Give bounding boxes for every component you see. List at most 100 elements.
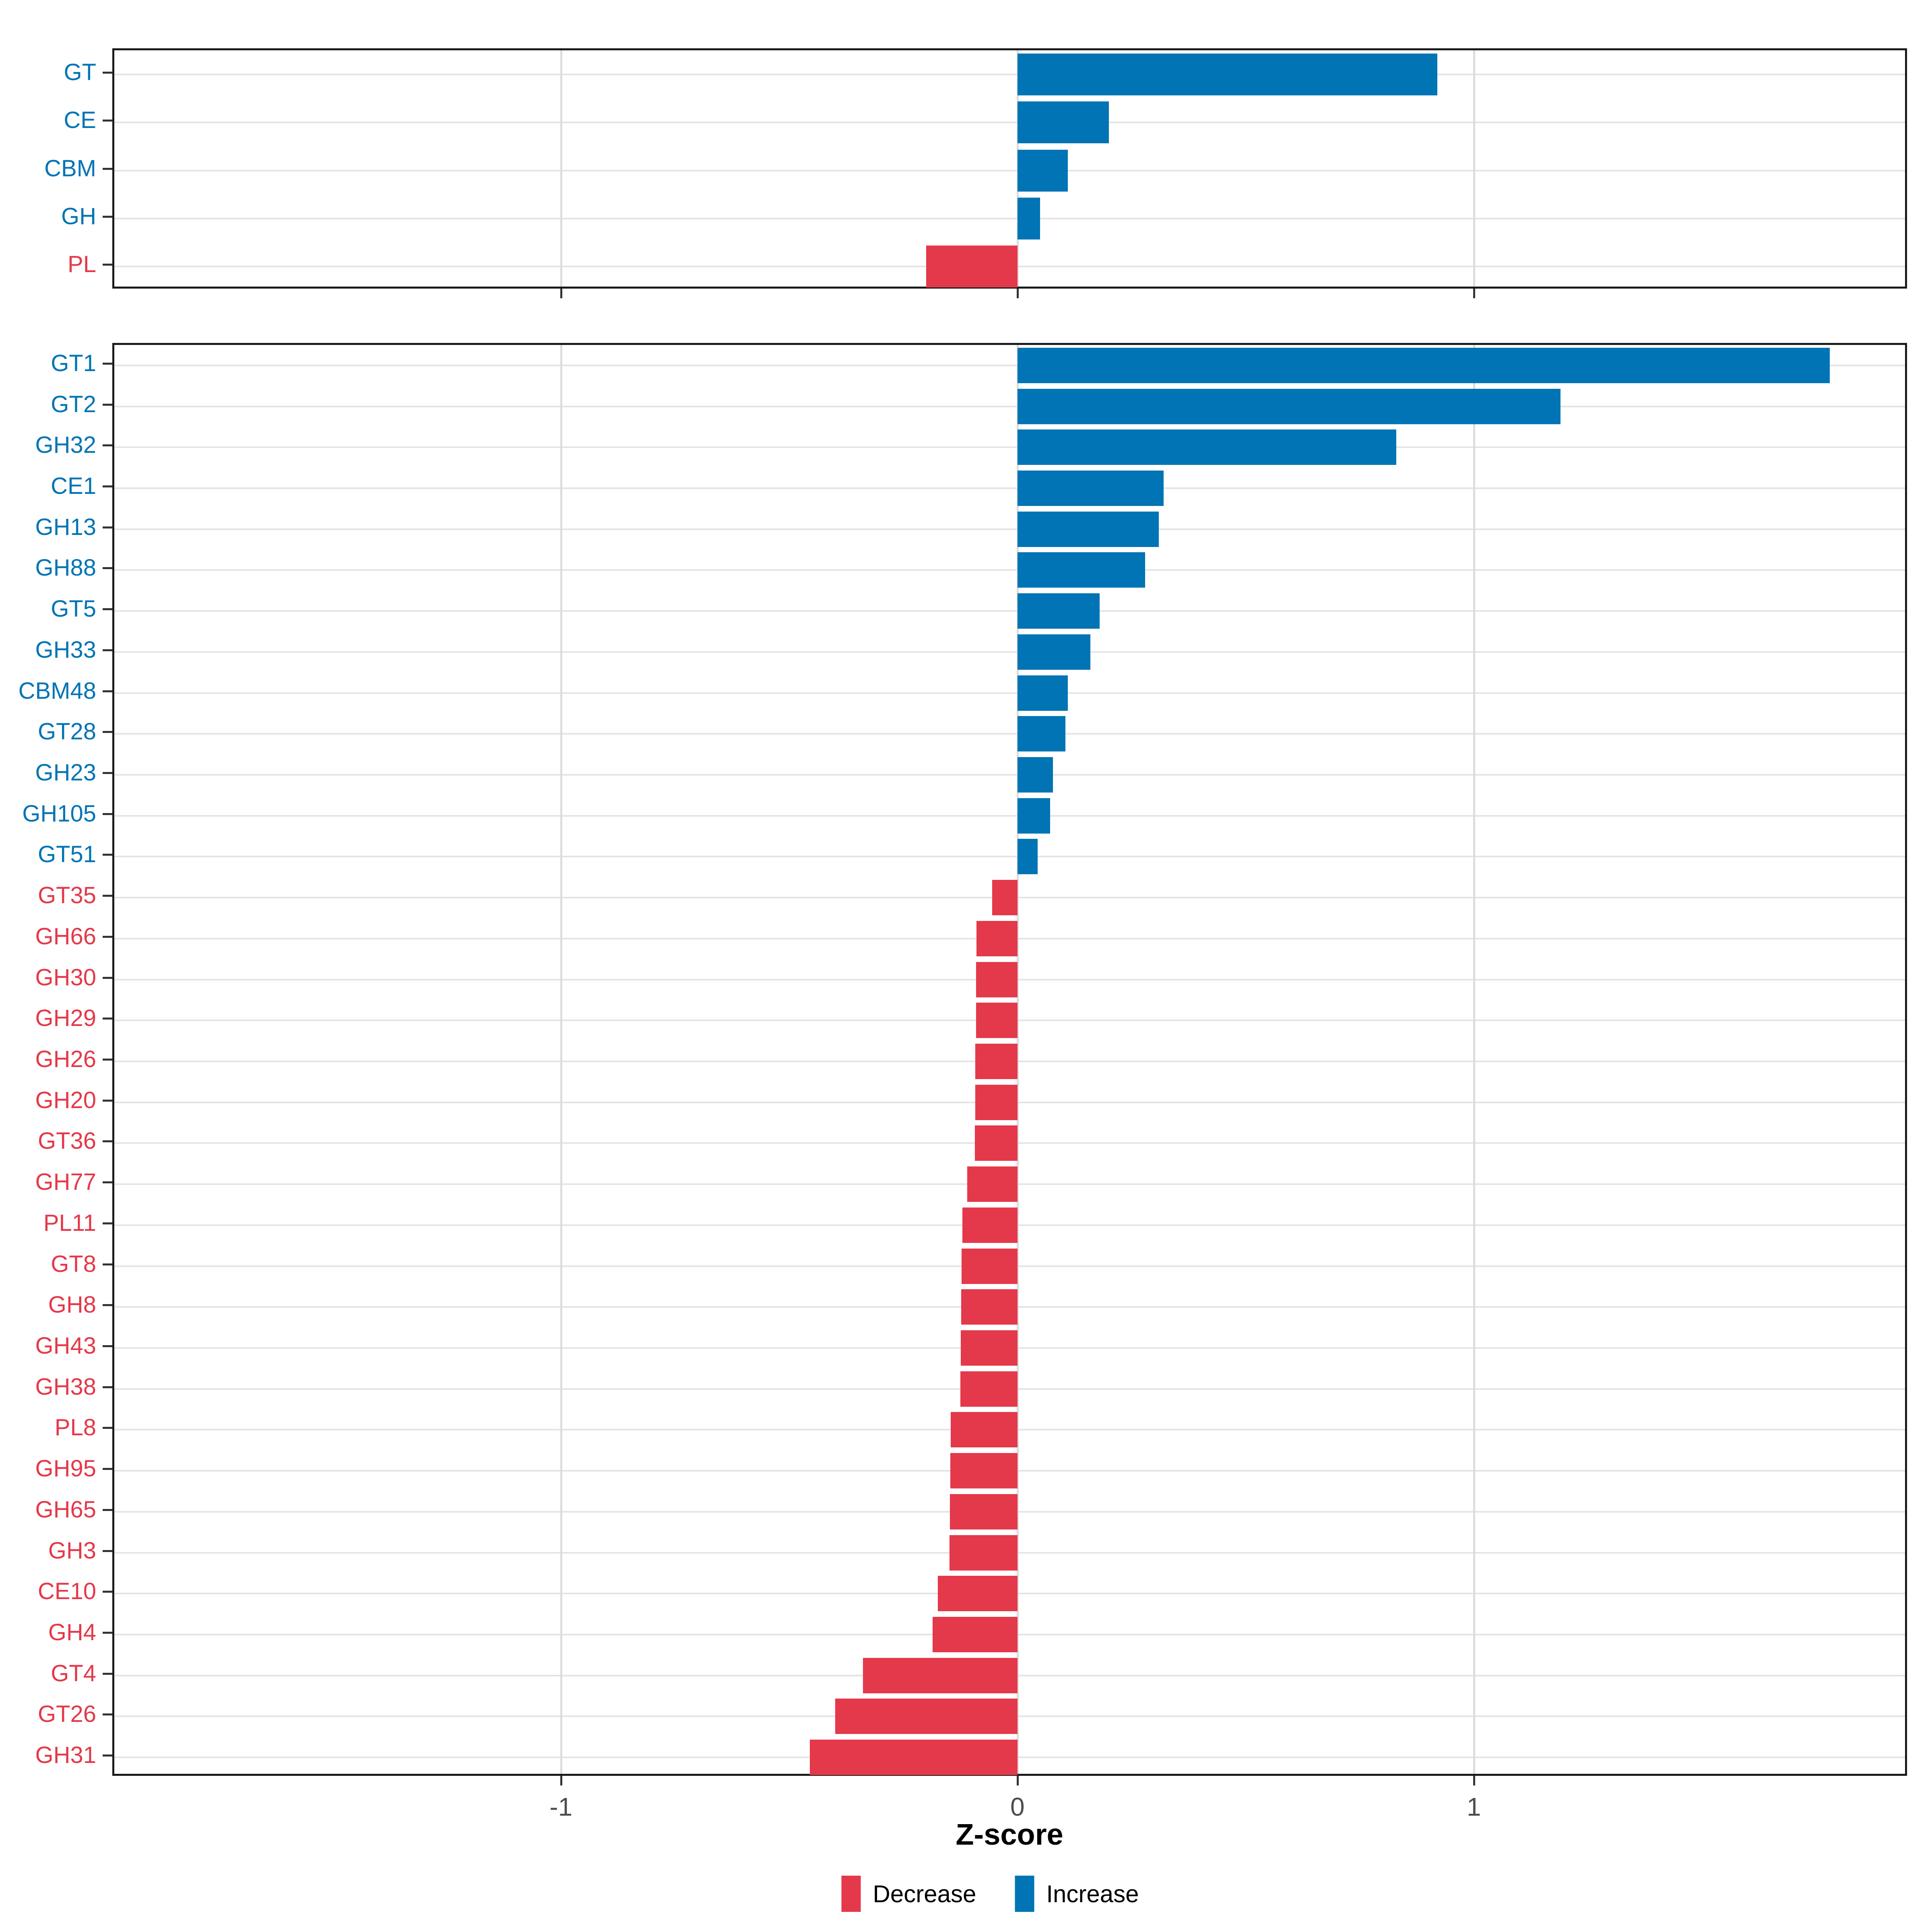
y-axis-label-gh31: GH31 — [35, 1742, 96, 1768]
gridline-x — [560, 50, 562, 287]
y-axis-tick — [103, 567, 112, 569]
y-axis-tick — [103, 1509, 112, 1511]
y-axis-label-gh26: GH26 — [35, 1046, 96, 1072]
y-axis-label-gh43: GH43 — [35, 1333, 96, 1359]
y-axis-label-gh23: GH23 — [35, 760, 96, 786]
bar-pl — [926, 246, 1018, 287]
y-axis-label-gh29: GH29 — [35, 1005, 96, 1031]
y-axis-label-gh95: GH95 — [35, 1455, 96, 1482]
panel-top — [112, 48, 1907, 289]
y-axis-label-gh: GH — [61, 203, 96, 229]
bar-gh65 — [949, 1494, 1018, 1530]
y-axis-tick — [103, 1140, 112, 1142]
x-axis-tick — [1016, 1776, 1019, 1785]
y-axis-tick — [103, 1632, 112, 1634]
x-axis-tick — [1473, 289, 1475, 298]
bar-gt4 — [863, 1658, 1018, 1693]
y-axis-label-gh66: GH66 — [35, 923, 96, 949]
legend-swatch-decrease — [841, 1876, 861, 1912]
x-axis-tick — [560, 289, 562, 298]
bar-ce1 — [1017, 471, 1164, 506]
bar-pl8 — [951, 1412, 1018, 1447]
bar-gh — [1017, 198, 1040, 239]
y-axis-tick — [103, 1468, 112, 1470]
x-axis-tick — [1473, 1776, 1475, 1785]
bar-gh105 — [1017, 798, 1051, 834]
y-axis-label-gt: GT — [64, 59, 96, 85]
y-axis-tick — [103, 1100, 112, 1102]
x-axis-tick-label: -1 — [549, 1792, 573, 1821]
y-axis-tick — [103, 1181, 112, 1183]
gridline-y — [114, 405, 1905, 407]
y-axis-tick — [103, 1018, 112, 1020]
y-axis-tick — [103, 936, 112, 938]
bar-gt51 — [1017, 839, 1038, 874]
gridline-y — [114, 217, 1905, 219]
y-axis-tick — [103, 854, 112, 856]
y-axis-label-gh8: GH8 — [48, 1292, 96, 1318]
y-axis-tick — [103, 485, 112, 487]
gridline-y — [114, 692, 1905, 694]
bar-gh8 — [961, 1289, 1018, 1325]
gridline-y — [114, 774, 1905, 776]
y-axis-label-gh3: GH3 — [48, 1538, 96, 1564]
bar-gt — [1017, 54, 1438, 95]
gridline-y — [114, 487, 1905, 489]
y-axis-tick — [103, 690, 112, 692]
y-axis-tick — [103, 772, 112, 774]
y-axis-tick — [103, 444, 112, 446]
bar-cbm48 — [1017, 675, 1068, 711]
gridline-y — [114, 169, 1905, 171]
y-axis-tick — [103, 404, 112, 406]
y-axis-tick — [103, 216, 112, 218]
y-axis-tick — [103, 1059, 112, 1061]
y-axis-tick — [103, 1345, 112, 1347]
bar-gt2 — [1017, 389, 1561, 424]
y-axis-label-gh32: GH32 — [35, 432, 96, 458]
y-axis-label-gh65: GH65 — [35, 1496, 96, 1523]
x-axis-tick-label: 0 — [1010, 1792, 1025, 1821]
y-axis-tick — [103, 1222, 112, 1224]
bar-gh4 — [932, 1617, 1018, 1652]
gridline-x — [1473, 50, 1475, 287]
y-axis-label-gt8: GT8 — [51, 1251, 96, 1277]
y-axis-tick — [103, 1304, 112, 1306]
bar-gt8 — [962, 1249, 1018, 1284]
bar-gh20 — [975, 1085, 1018, 1120]
bar-ce — [1017, 101, 1109, 143]
gridline-y — [114, 446, 1905, 448]
bar-gh26 — [975, 1044, 1018, 1079]
y-axis-tick — [103, 649, 112, 651]
gridline-y — [114, 856, 1905, 858]
y-axis-label-gt51: GT51 — [37, 841, 96, 867]
y-axis-tick — [103, 72, 112, 74]
y-axis-label-gt1: GT1 — [51, 350, 96, 376]
legend-label-decrease: Decrease — [873, 1880, 976, 1907]
x-axis-title: Z-score — [956, 1818, 1063, 1851]
bar-gt26 — [835, 1699, 1018, 1734]
y-axis-label-pl8: PL8 — [54, 1414, 96, 1441]
y-axis-label-pl: PL — [68, 251, 96, 277]
gridline-x — [1473, 345, 1475, 1774]
y-axis-tick — [103, 264, 112, 266]
legend-swatch-increase — [1015, 1876, 1034, 1912]
bar-gt1 — [1017, 348, 1830, 383]
y-axis-tick — [103, 363, 112, 365]
gridline-y — [114, 569, 1905, 571]
y-axis-label-gh20: GH20 — [35, 1087, 96, 1113]
bar-gh32 — [1017, 429, 1396, 465]
y-axis-label-gt36: GT36 — [37, 1128, 96, 1154]
y-axis-tick — [103, 895, 112, 897]
y-axis-tick — [103, 120, 112, 122]
y-axis-label-cbm48: CBM48 — [18, 678, 96, 704]
gridline-y — [114, 364, 1905, 366]
bar-gh66 — [976, 921, 1018, 956]
y-axis-tick — [103, 1591, 112, 1593]
y-axis-label-gt26: GT26 — [37, 1701, 96, 1727]
panel-bottom — [112, 343, 1907, 1776]
y-axis-label-gt2: GT2 — [51, 391, 96, 417]
bar-gh33 — [1017, 634, 1091, 670]
y-axis-label-gh30: GH30 — [35, 964, 96, 991]
bar-gt36 — [975, 1125, 1018, 1161]
